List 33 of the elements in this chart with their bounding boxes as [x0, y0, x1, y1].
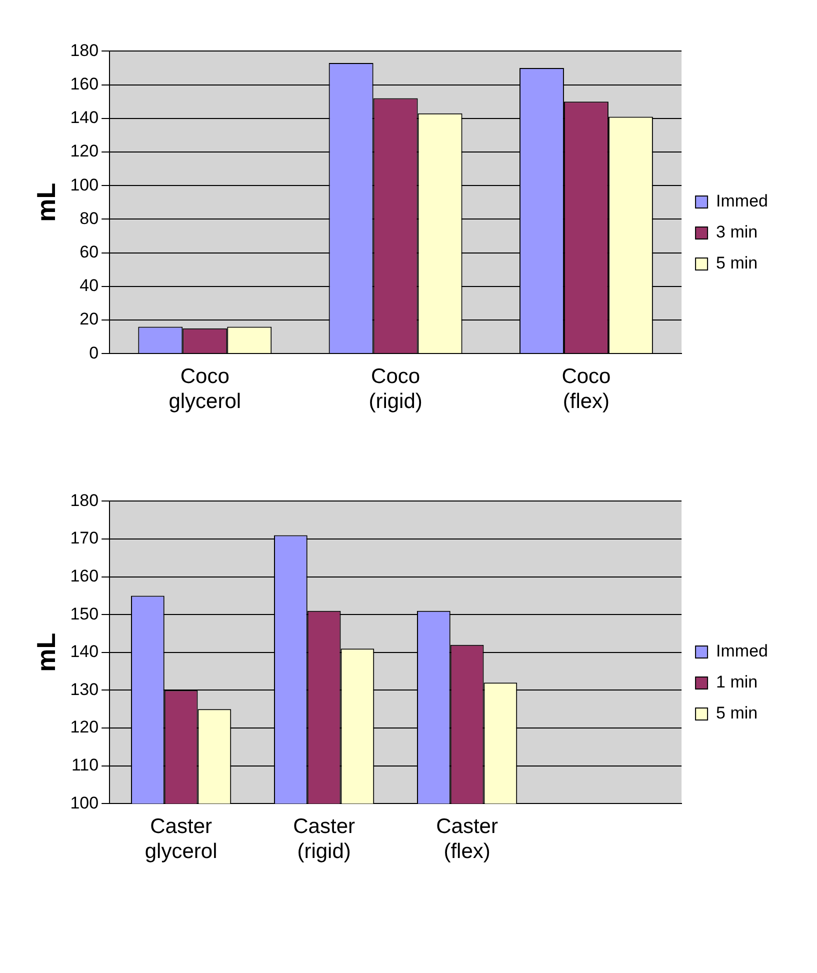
y-tick-label: 120	[70, 718, 99, 737]
y-tick-label: 80	[80, 208, 99, 228]
y-axis-title: mL	[30, 182, 61, 222]
y-tick-label: 180	[70, 490, 99, 510]
x-tick-label: Coco (flex)	[562, 364, 611, 414]
x-tick-label: Caster (rigid)	[293, 814, 355, 864]
legend-label: 5 min	[716, 254, 758, 273]
y-tick-label: 150	[70, 604, 99, 624]
legend-label: 5 min	[716, 704, 758, 723]
x-tick-label: Coco glycerol	[168, 364, 242, 414]
y-tick-label: 120	[70, 142, 99, 161]
y-tick-label: 100	[70, 793, 99, 812]
legend-label: 3 min	[716, 222, 758, 242]
legend-label: 1 min	[716, 672, 758, 692]
y-tick-label: 160	[70, 74, 99, 94]
y-tick-label: 0	[89, 343, 99, 362]
x-tick-label: Caster (flex)	[436, 814, 498, 864]
y-tick-label: 170	[70, 528, 99, 548]
y-tick-label: 20	[80, 310, 99, 329]
y-tick-label: 110	[71, 755, 99, 774]
y-tick-label: 160	[70, 566, 99, 586]
y-axis-title: mL	[30, 632, 61, 672]
legend-label: Immed	[716, 192, 768, 211]
y-tick-label: 40	[80, 276, 99, 296]
x-tick-label: Caster glycerol	[144, 814, 218, 864]
y-tick-label: 60	[80, 242, 99, 262]
y-tick-label: 130	[70, 680, 99, 699]
x-tick-label: Coco (rigid)	[368, 364, 422, 414]
y-tick-label: 100	[70, 175, 99, 194]
y-tick-label: 140	[70, 108, 99, 128]
y-tick-label: 180	[70, 40, 99, 60]
y-tick-label: 140	[70, 642, 99, 662]
legend-label: Immed	[716, 642, 768, 661]
